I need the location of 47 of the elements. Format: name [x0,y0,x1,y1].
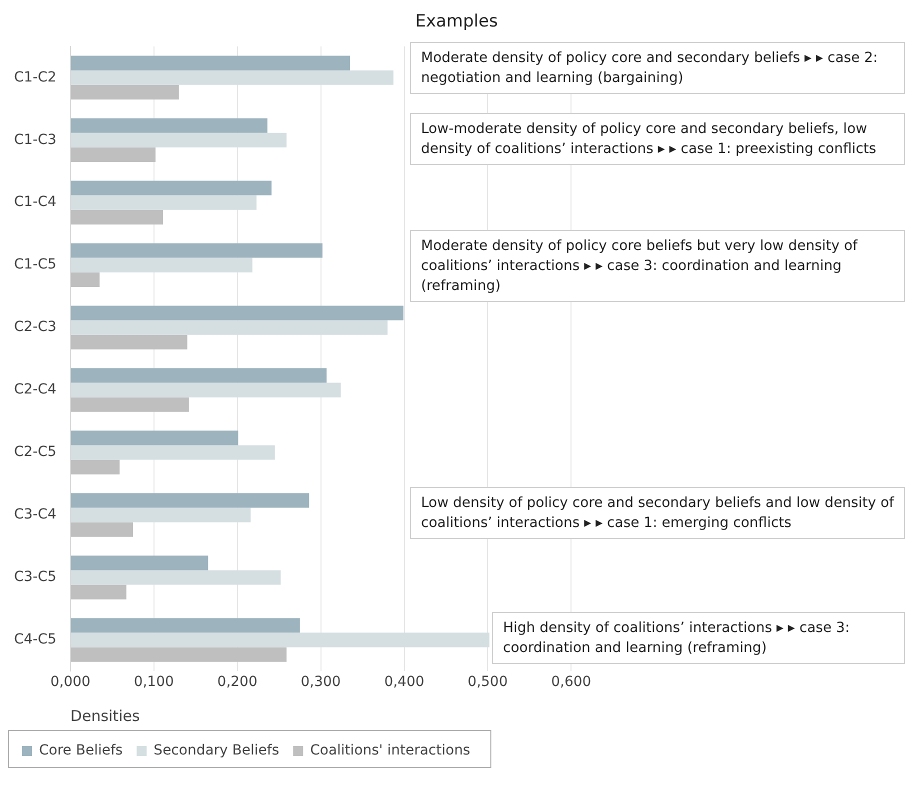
y-tick-label: C2-C3 [14,319,56,336]
bar [70,84,179,100]
bar [70,147,156,162]
bar [70,118,268,133]
bar [70,522,134,537]
bar [70,584,126,600]
chart-title: Examples [415,12,498,32]
bar [70,618,300,633]
x-tick-label: 0,400 [384,674,424,690]
y-tick-label: C1-C5 [14,256,56,273]
bar [70,272,100,287]
x-tick-label: 0,100 [134,674,174,690]
x-tick-label: 0,300 [300,674,341,690]
bar [70,368,327,383]
x-tick-label: 0,000 [50,674,90,690]
x-tick-label: 0,200 [217,674,258,690]
y-tick-label: C2-C4 [14,382,57,398]
bar [70,180,272,196]
y-tick-label: C1-C2 [14,69,56,86]
bar [70,334,188,350]
legend-label: Core Beliefs [39,742,123,759]
x-tick-label: 0,500 [468,674,508,690]
note-box: Moderate density of policy core beliefs but very low density of coalitions’ interactions ▸ ▸ case 3: coordination and learning (reframing) [410,230,905,302]
note-box: High density of coalitions’ interactions ▸ ▸ case 3: coordination and learning (reframing) [492,612,905,664]
y-tick-label: C3-C5 [14,569,56,586]
bar [70,306,404,320]
legend-label: Coalitions' interactions [310,742,470,759]
note-box: Low-moderate density of policy core and secondary beliefs, low density of coalitions’ interactions ▸ ▸ case 1: preexisting conflicts [410,113,905,165]
note-box: Low density of policy core and secondary beliefs and low density of coalitions’ interactions ▸ ▸ case 1: emerging conflicts [410,487,905,539]
y-tick-label: C2-C5 [14,444,56,460]
y-tick-label: C1-C3 [14,132,56,148]
bar [70,243,322,258]
x-tick-label: 0,600 [551,674,592,690]
y-tick-label: C1-C4 [14,194,57,210]
bar [70,397,189,412]
bar [70,647,287,662]
bar [70,556,208,570]
x-axis-title: Densities [70,706,140,725]
y-tick-label: C4-C5 [14,632,56,648]
bar [70,56,350,70]
legend-label: Secondary Beliefs [154,742,280,759]
bar [70,493,310,508]
bar [70,210,164,224]
bar [70,430,238,446]
bar [70,460,120,474]
y-tick-label: C3-C4 [14,506,57,523]
note-box: Moderate density of policy core and secondary beliefs ▸ ▸ case 2: negotiation and learning (bargaining) [410,42,905,94]
